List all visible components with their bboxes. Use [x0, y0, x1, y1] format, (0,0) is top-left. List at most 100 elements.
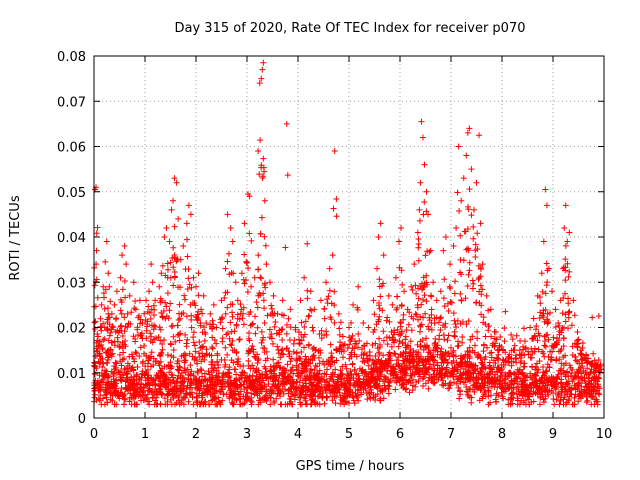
burst-point [137, 316, 144, 323]
noise-point [178, 370, 185, 377]
burst-point [440, 295, 447, 302]
burst-point [461, 353, 468, 360]
data-point [506, 351, 513, 358]
noise-point [184, 366, 191, 373]
burst-point [565, 273, 572, 280]
burst-point [363, 352, 370, 359]
burst-point [425, 323, 432, 330]
burst-point [266, 326, 273, 333]
burst-point [528, 346, 535, 353]
noise-point [555, 371, 562, 378]
noise-point [557, 397, 564, 404]
noise-point [498, 389, 505, 396]
burst-point [568, 322, 575, 329]
burst-point [577, 350, 584, 357]
burst-point [228, 328, 235, 335]
noise-point [406, 377, 413, 384]
burst-point [274, 343, 281, 350]
burst-point [170, 264, 177, 271]
burst-point [412, 310, 419, 317]
noise-point [512, 375, 519, 382]
data-point [492, 329, 499, 336]
burst-point [181, 292, 188, 299]
burst-point [94, 224, 101, 231]
burst-point [375, 316, 382, 323]
burst-point [260, 290, 267, 297]
burst-point [445, 332, 452, 339]
noise-point [280, 390, 287, 397]
noise-point [221, 356, 228, 363]
burst-point [451, 333, 458, 340]
burst-point [101, 294, 108, 301]
noise-point [413, 311, 420, 318]
noise-point [545, 391, 552, 398]
noise-point [308, 396, 315, 403]
noise-point [524, 382, 531, 389]
burst-point [419, 296, 426, 303]
noise-point [396, 363, 403, 370]
burst-point [121, 355, 128, 362]
noise-point [460, 365, 467, 372]
noise-point [306, 393, 313, 400]
burst-point [348, 349, 355, 356]
y-tick-label: 0.03 [57, 276, 86, 291]
burst-point [384, 360, 391, 367]
burst-point [425, 326, 432, 333]
noise-point [117, 389, 124, 396]
burst-point [455, 342, 462, 349]
burst-point [114, 334, 121, 341]
noise-point [323, 378, 330, 385]
burst-point [188, 284, 195, 291]
burst-point [270, 312, 277, 319]
noise-point [200, 385, 207, 392]
noise-point [337, 400, 344, 407]
noise-point [478, 385, 485, 392]
noise-point [253, 388, 260, 395]
noise-point [296, 379, 303, 386]
noise-point [291, 386, 298, 393]
noise-point [303, 400, 310, 407]
noise-point [136, 353, 143, 360]
noise-point [484, 384, 491, 391]
burst-point [400, 316, 407, 323]
burst-point [153, 358, 160, 365]
x-tick-label: 10 [596, 427, 613, 442]
burst-point [510, 358, 517, 365]
burst-point [446, 283, 453, 290]
noise-point [137, 344, 144, 351]
noise-point [248, 399, 255, 406]
noise-point [209, 382, 216, 389]
burst-point [474, 230, 481, 237]
burst-point [484, 344, 491, 351]
x-tick-label: 5 [345, 427, 353, 442]
noise-point [220, 390, 227, 397]
burst-point [260, 155, 267, 162]
data-point [350, 301, 357, 308]
noise-point [187, 384, 194, 391]
data-point [479, 261, 486, 268]
burst-point [544, 320, 551, 327]
burst-point [466, 259, 473, 266]
burst-point [386, 318, 393, 325]
data-point [108, 310, 115, 317]
burst-point [171, 273, 178, 280]
noise-point [409, 376, 416, 383]
burst-point [399, 353, 406, 360]
burst-point [459, 334, 466, 341]
noise-point [271, 399, 278, 406]
data-point [185, 202, 192, 209]
noise-point [138, 374, 145, 381]
burst-point [331, 302, 338, 309]
noise-point [439, 381, 446, 388]
noise-point [282, 386, 289, 393]
burst-point [181, 350, 188, 357]
burst-point [383, 334, 390, 341]
noise-point [144, 360, 151, 367]
noise-point [297, 370, 304, 377]
x-tick-label: 3 [243, 427, 251, 442]
noise-point [534, 383, 541, 390]
data-point [103, 238, 110, 245]
plot-frame [93, 55, 605, 419]
burst-point [459, 339, 466, 346]
